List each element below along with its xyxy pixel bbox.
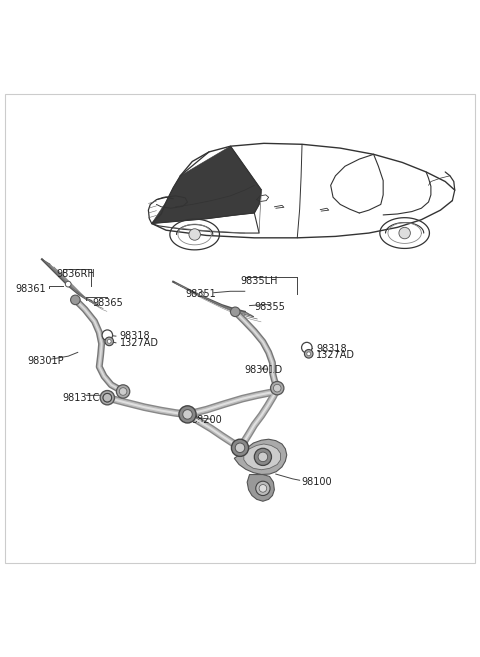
Text: 98318: 98318: [316, 344, 347, 353]
Text: 98100: 98100: [301, 477, 332, 487]
Circle shape: [254, 448, 272, 465]
Circle shape: [399, 227, 410, 238]
Circle shape: [71, 295, 80, 305]
Text: 98351: 98351: [185, 289, 216, 299]
Circle shape: [259, 485, 267, 492]
Circle shape: [100, 390, 115, 405]
Text: 98355: 98355: [254, 302, 285, 312]
Circle shape: [274, 384, 281, 392]
Circle shape: [119, 388, 127, 396]
Circle shape: [116, 385, 130, 398]
Circle shape: [108, 340, 111, 344]
Text: 98200: 98200: [192, 415, 222, 425]
Circle shape: [304, 350, 313, 358]
Text: 98365: 98365: [92, 298, 123, 308]
Polygon shape: [244, 444, 281, 470]
Circle shape: [103, 394, 112, 402]
Circle shape: [199, 292, 204, 296]
Circle shape: [103, 394, 112, 402]
Circle shape: [307, 352, 311, 355]
Text: 1327AD: 1327AD: [120, 338, 159, 348]
Polygon shape: [152, 147, 262, 223]
Circle shape: [301, 342, 312, 353]
Circle shape: [102, 330, 113, 340]
Text: 98318: 98318: [120, 331, 150, 341]
Text: 98131C: 98131C: [62, 393, 100, 403]
Polygon shape: [247, 474, 275, 501]
Text: 9836RH: 9836RH: [56, 269, 95, 279]
Circle shape: [189, 229, 200, 240]
Text: 9835LH: 9835LH: [240, 276, 277, 286]
Circle shape: [179, 406, 196, 423]
Circle shape: [235, 443, 245, 453]
Text: 98301P: 98301P: [28, 356, 64, 366]
Circle shape: [65, 281, 71, 287]
Text: 98361: 98361: [16, 284, 47, 294]
Circle shape: [105, 337, 114, 346]
Circle shape: [256, 481, 270, 495]
Circle shape: [231, 440, 249, 457]
Circle shape: [230, 307, 240, 317]
Polygon shape: [234, 440, 287, 474]
Text: 98301D: 98301D: [245, 365, 283, 376]
Circle shape: [183, 409, 192, 419]
Text: 1327AD: 1327AD: [316, 350, 355, 360]
Circle shape: [271, 382, 284, 395]
Circle shape: [258, 452, 268, 462]
